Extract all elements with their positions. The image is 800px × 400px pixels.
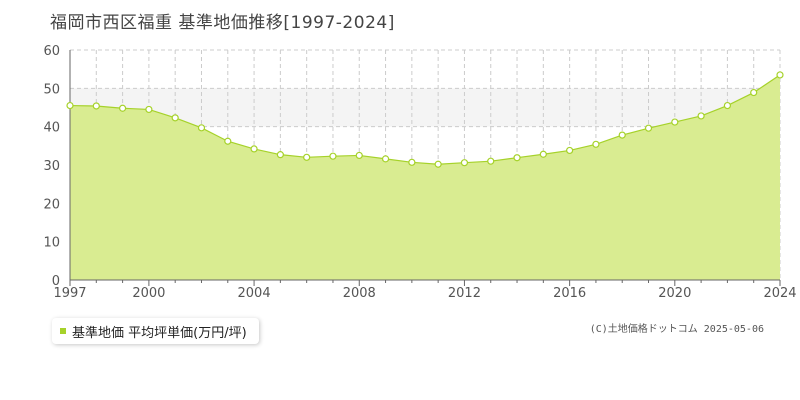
data-point <box>66 101 74 110</box>
area-fill <box>70 74 780 281</box>
data-point <box>776 71 784 79</box>
series-line <box>69 74 781 165</box>
x-tick-label: 2000 <box>132 286 165 300</box>
data-point <box>539 150 547 158</box>
y-tick-label: 30 <box>43 159 60 174</box>
data-point <box>145 105 153 114</box>
data-point <box>171 114 179 122</box>
data-point <box>750 88 758 97</box>
y-tick-label: 60 <box>43 44 60 59</box>
data-point <box>723 101 732 110</box>
y-tick-label: 20 <box>43 197 60 212</box>
x-tick-label: 1997 <box>53 286 86 300</box>
data-point <box>118 104 127 112</box>
data-point <box>224 137 232 145</box>
data-point <box>487 157 495 165</box>
data-point <box>434 160 442 168</box>
x-tick-label: 2016 <box>553 286 586 300</box>
highlight-band <box>70 88 780 127</box>
data-point <box>566 146 574 155</box>
data-point <box>381 155 390 163</box>
y-tick-label: 10 <box>43 236 60 251</box>
x-tick-label: 2012 <box>448 286 481 300</box>
data-point <box>250 145 258 153</box>
chart-title: 福岡市西区福重 基準地価推移[1997-2024] <box>50 13 395 33</box>
data-point <box>697 112 705 120</box>
data-point <box>618 131 626 139</box>
data-point <box>644 124 653 132</box>
data-point <box>408 158 416 166</box>
copyright-text: (C)土地価格ドットコム 2025-05-06 <box>589 324 764 335</box>
x-tick-label: 2024 <box>763 286 796 300</box>
area-chart: 0 10 20 30 40 50 60 1997 2000 2004 2008 2012 2016 202… <box>43 44 796 300</box>
x-tick-label: 2008 <box>343 286 376 300</box>
y-tick-label: 0 <box>52 274 60 289</box>
y-tick-label: 40 <box>43 121 60 136</box>
data-point <box>460 159 469 167</box>
data-point <box>197 124 206 132</box>
x-tick-label: 2020 <box>658 286 691 300</box>
y-tick-label: 50 <box>43 82 60 97</box>
data-point <box>92 102 100 110</box>
legend-swatch <box>60 328 66 334</box>
data-point <box>276 151 284 159</box>
data-point <box>671 118 679 126</box>
data-point <box>592 140 600 148</box>
data-point <box>303 153 311 161</box>
legend-label: 基準地価 平均坪単価(万円/坪) <box>72 325 247 341</box>
data-point <box>513 154 521 162</box>
data-point <box>355 151 363 160</box>
data-point <box>329 152 337 160</box>
chart-legend: 基準地価 平均坪単価(万円/坪) <box>52 318 259 344</box>
x-tick-label: 2004 <box>238 286 271 300</box>
